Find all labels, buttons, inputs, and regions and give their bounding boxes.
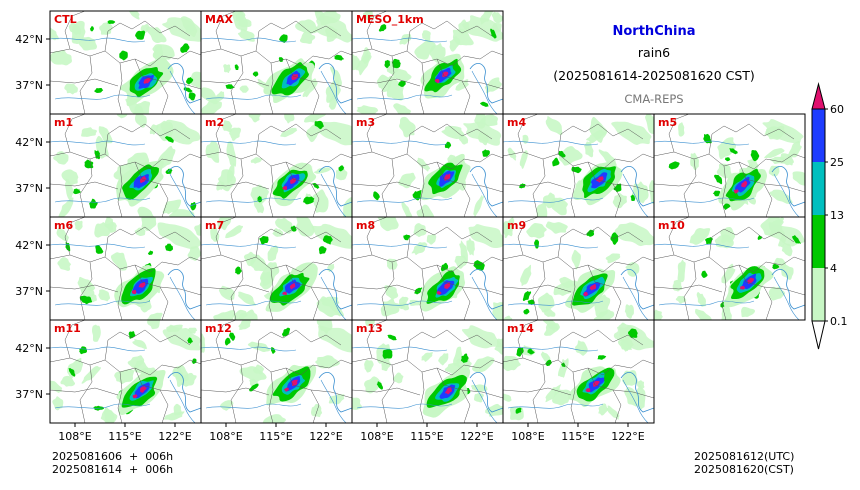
- init-time-line2: 2025081614 + 006h: [52, 463, 174, 476]
- lon-tick-label: 122°E: [611, 430, 644, 443]
- region-title: NorthChina: [613, 24, 696, 39]
- lon-tick-label: 108°E: [58, 430, 91, 443]
- time-period: (2025081614-2025081620 CST): [553, 68, 755, 83]
- valid-time-utc: 2025081612(UTC): [694, 450, 795, 463]
- colorbar-level-label: 25: [830, 156, 844, 169]
- map-panel-m10: m10: [653, 216, 806, 321]
- axes-layer: 42°N 37°N 42°N 37°N 42°N 37°N 42°N 37°N 108°E 115…: [15, 33, 645, 443]
- panel-label: m12: [205, 322, 232, 335]
- map-panel-CTL: CTL: [49, 10, 202, 115]
- panel-label: m4: [507, 116, 526, 129]
- lat-tick-label: 37°N: [15, 388, 43, 401]
- lon-tick-label: 115°E: [410, 430, 443, 443]
- lat-tick-label: 37°N: [15, 79, 43, 92]
- map-panel-m11: m11: [49, 319, 202, 424]
- map-panel-m12: m12: [200, 319, 353, 424]
- map-panel-m2: m2: [200, 113, 353, 218]
- lon-tick-label: 122°E: [158, 430, 191, 443]
- panel-label: m7: [205, 219, 224, 232]
- lat-tick-label: 37°N: [15, 182, 43, 195]
- colorbar-level-label: 0.1: [830, 315, 848, 328]
- lat-tick-label: 37°N: [15, 285, 43, 298]
- map-panel-m8: m8: [351, 216, 504, 321]
- colorbar-level-label: 4: [830, 262, 837, 275]
- map-panel-m1: m1: [49, 113, 202, 218]
- panel-label: CTL: [54, 13, 77, 26]
- panel-label: m3: [356, 116, 375, 129]
- lon-tick-label: 108°E: [360, 430, 393, 443]
- colorbar-level-label: 13: [830, 209, 844, 222]
- colorbar-extend-low: [811, 320, 826, 350]
- panel-label: m1: [54, 116, 73, 129]
- lat-tick-label: 42°N: [15, 33, 43, 46]
- panel-label: m6: [54, 219, 73, 232]
- map-panel-m9: m9: [502, 216, 655, 321]
- map-panel-MESO_1km: MESO_1km: [351, 10, 504, 115]
- map-panel-MAX: MAX: [200, 10, 353, 115]
- lon-tick-label: 108°E: [511, 430, 544, 443]
- variable-name: rain6: [638, 45, 670, 60]
- system-name: CMA-REPS: [624, 92, 683, 106]
- panel-label: m14: [507, 322, 534, 335]
- colorbar-level-label: 60: [830, 103, 844, 116]
- map-panel-m6: m6: [49, 216, 202, 321]
- panel-label: m10: [658, 219, 685, 232]
- map-panel-m14: m14: [502, 319, 655, 424]
- panel-label: m8: [356, 219, 375, 232]
- lat-tick-label: 42°N: [15, 136, 43, 149]
- panel-label: MAX: [205, 13, 233, 26]
- panels-layer: CTL MAX MESO_1km m1 m2 m3 m4 m5 m6 m7 m8 m9 m10 m11 m1…: [49, 10, 806, 424]
- lon-tick-label: 115°E: [259, 430, 292, 443]
- lon-tick-label: 115°E: [561, 430, 594, 443]
- map-panel-m4: m4: [502, 113, 655, 218]
- panel-label: MESO_1km: [356, 13, 424, 26]
- valid-time-cst: 2025081620(CST): [694, 463, 794, 476]
- panel-label: m9: [507, 219, 526, 232]
- map-panel-m5: m5: [653, 113, 806, 218]
- map-panel-m13: m13: [351, 319, 504, 424]
- colorbar-extend-high: [811, 82, 826, 110]
- lon-tick-label: 122°E: [460, 430, 493, 443]
- map-panel-m3: m3: [351, 113, 504, 218]
- colorbar-segment: [812, 268, 825, 321]
- init-time-line1: 2025081606 + 006h: [52, 450, 174, 463]
- lon-tick-label: 122°E: [309, 430, 342, 443]
- lon-tick-label: 115°E: [108, 430, 141, 443]
- panel-label: m5: [658, 116, 677, 129]
- map-panel-m7: m7: [200, 216, 353, 321]
- panel-label: m11: [54, 322, 81, 335]
- lat-tick-label: 42°N: [15, 239, 43, 252]
- panel-label: m13: [356, 322, 383, 335]
- colorbar-segment: [812, 215, 825, 268]
- colorbar: 0.1 4 13 25 60: [811, 82, 848, 350]
- lon-tick-label: 108°E: [209, 430, 242, 443]
- colorbar-segment: [812, 109, 825, 162]
- colorbar-segment: [812, 162, 825, 215]
- info-block: NorthChina rain6 (2025081614-2025081620 …: [553, 24, 755, 106]
- panel-label: m2: [205, 116, 224, 129]
- lat-tick-label: 42°N: [15, 342, 43, 355]
